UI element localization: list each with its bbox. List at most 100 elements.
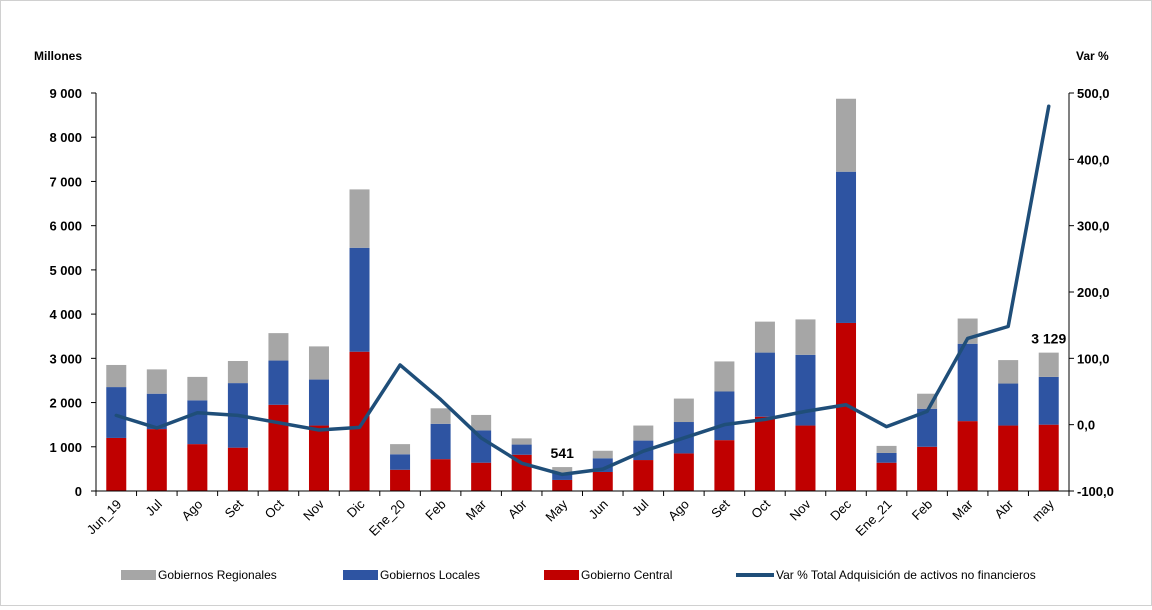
right-tick-label: 0,0	[1077, 418, 1095, 433]
right-axis-label: Var %	[1076, 49, 1109, 63]
bar-gobiernos-regionales	[754, 321, 775, 353]
category-label: Set	[708, 496, 733, 521]
category-label: Ene_20	[366, 497, 408, 539]
bar-gobierno-central	[268, 404, 289, 491]
legend: Gobiernos Regionales Gobiernos Locales Gob…	[121, 568, 1036, 582]
bar-gobiernos-locales	[187, 400, 208, 445]
legend-swatch	[343, 570, 378, 580]
bar-gobierno-central	[917, 446, 938, 491]
bar-gobierno-central	[633, 460, 654, 491]
left-tick-label: 0	[75, 484, 82, 499]
category-label: Set	[222, 496, 247, 521]
left-tick-label: 2 000	[49, 396, 82, 411]
left-tick-label: 4 000	[49, 307, 82, 322]
left-tick-label: 5 000	[49, 263, 82, 278]
line-series	[114, 104, 1051, 477]
bar-gobiernos-regionales	[876, 445, 897, 453]
bar-gobiernos-regionales	[552, 467, 573, 473]
category-label: Oct	[748, 496, 773, 521]
bar-gobierno-central	[390, 469, 411, 491]
category-label: Abr	[991, 496, 1016, 521]
axes	[95, 93, 1070, 496]
bar-gobiernos-locales	[795, 354, 816, 426]
bar-gobierno-central	[552, 479, 573, 491]
left-tick-label: 3 000	[49, 351, 82, 366]
bar-gobiernos-locales	[957, 343, 978, 422]
bar-gobiernos-locales	[876, 452, 897, 463]
category-label: Abr	[505, 496, 530, 521]
bar-gobiernos-locales	[1038, 376, 1059, 425]
bar-gobiernos-regionales	[795, 319, 816, 355]
category-label: Ene_21	[852, 497, 894, 539]
category-label: Jun_19	[84, 497, 125, 538]
left-tick-label: 6 000	[49, 219, 82, 234]
data-label: 3 129	[1031, 331, 1066, 347]
bar-gobierno-central	[998, 425, 1019, 491]
bar-gobiernos-locales	[106, 387, 127, 438]
bar-gobiernos-regionales	[390, 444, 411, 455]
bar-gobierno-central	[349, 351, 370, 491]
category-label: Jul	[143, 496, 165, 518]
bar-gobierno-central	[430, 459, 451, 491]
category-label: Nov	[787, 496, 814, 523]
right-tick-label: 200,0	[1077, 285, 1110, 300]
category-label: Dec	[827, 496, 854, 523]
category-label: Nov	[300, 496, 327, 523]
category-label: Oct	[262, 496, 287, 521]
bar-gobiernos-regionales	[146, 369, 167, 394]
category-label: Ago	[665, 497, 692, 524]
bar-gobiernos-locales	[836, 171, 857, 323]
bar-gobiernos-locales	[308, 379, 329, 426]
right-tick-label: 500,0	[1077, 86, 1110, 101]
bar-gobierno-central	[592, 471, 613, 491]
left-axis-ticks: 0 1 000 2 000 3 000 4 000 5 000 6 000 7 000 8 00…	[49, 86, 96, 499]
category-label: May	[542, 496, 570, 524]
bar-gobiernos-locales	[471, 430, 492, 463]
bar-gobiernos-regionales	[836, 98, 857, 172]
bar-gobiernos-regionales	[227, 360, 248, 384]
bar-gobiernos-locales	[511, 444, 532, 455]
bar-gobiernos-regionales	[308, 346, 329, 380]
right-axis-ticks: -100,0 0,0 100,0 200,0 300,0 400,0 500,0	[1069, 86, 1114, 499]
bar-gobiernos-locales	[552, 472, 573, 480]
bar-gobiernos-locales	[390, 454, 411, 470]
left-axis-label: Millones	[34, 49, 82, 63]
bar-gobiernos-locales	[754, 352, 775, 417]
bar-gobiernos-regionales	[714, 361, 735, 392]
legend-label: Gobiernos Locales	[380, 568, 480, 582]
bar-gobiernos-regionales	[268, 333, 289, 361]
category-label: Mar	[949, 496, 976, 523]
category-label: Dic	[344, 496, 368, 520]
bar-gobiernos-locales	[917, 408, 938, 447]
data-labels: 541 3 129	[551, 331, 1067, 461]
right-tick-label: 400,0	[1077, 152, 1110, 167]
bar-gobierno-central	[106, 437, 127, 491]
bar-gobiernos-regionales	[633, 425, 654, 441]
bar-gobiernos-locales	[146, 393, 167, 430]
bar-gobierno-central	[471, 462, 492, 491]
bar-series	[106, 98, 1059, 491]
bar-gobierno-central	[227, 447, 248, 491]
bar-gobiernos-regionales	[471, 414, 492, 431]
bar-gobierno-central	[146, 429, 167, 491]
right-tick-label: 100,0	[1077, 351, 1110, 366]
bar-gobierno-central	[754, 416, 775, 491]
var-pct-line	[114, 104, 1051, 477]
bar-gobierno-central	[1038, 424, 1059, 491]
bar-gobiernos-locales	[430, 423, 451, 460]
left-tick-label: 1 000	[49, 440, 82, 455]
legend-swatch	[544, 570, 579, 580]
left-tick-label: 8 000	[49, 130, 82, 145]
bar-gobierno-central	[673, 453, 694, 491]
bar-gobiernos-regionales	[511, 438, 532, 445]
bar-gobiernos-locales	[349, 247, 370, 352]
category-label: Feb	[909, 497, 935, 523]
left-tick-label: 7 000	[49, 174, 82, 189]
bar-gobierno-central	[187, 444, 208, 491]
bar-gobiernos-locales	[268, 360, 289, 405]
bar-gobiernos-regionales	[187, 376, 208, 401]
data-label: 541	[551, 445, 575, 461]
category-label: Jul	[629, 496, 651, 518]
